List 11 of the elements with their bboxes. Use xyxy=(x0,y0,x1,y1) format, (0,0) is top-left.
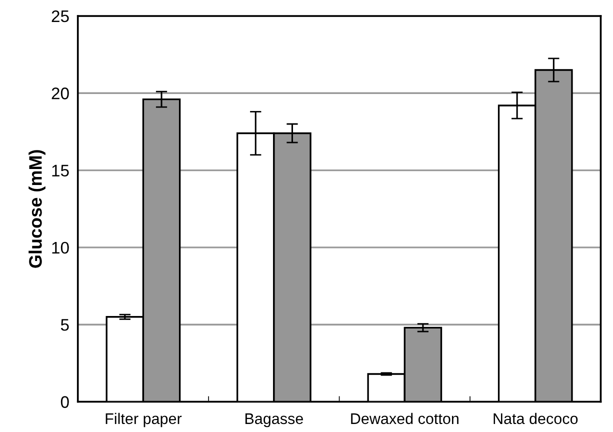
x-tick-label: Nata decoco xyxy=(494,412,578,424)
x-tick-label: Bagasse xyxy=(245,413,303,428)
y-tick-label: 15 xyxy=(52,164,69,176)
y-axis-title: Glucose (mM) xyxy=(28,150,46,268)
x-tick-label: Filter paper xyxy=(106,412,182,428)
x-tick-label: Dewaxed cotton xyxy=(351,412,458,424)
y-tick-label: 10 xyxy=(52,242,69,254)
y-tick-label: 25 xyxy=(52,10,69,22)
y-tick-label: 20 xyxy=(52,88,69,100)
y-tick-label: 5 xyxy=(60,319,69,331)
y-tick-label: 0 xyxy=(60,396,69,408)
